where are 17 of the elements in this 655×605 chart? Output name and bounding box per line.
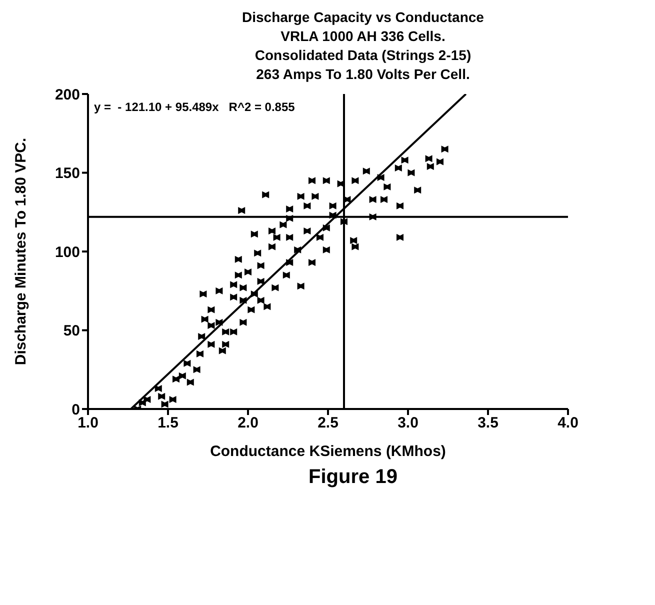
- y-tick-label: 50: [63, 322, 80, 340]
- x-axis-title: Conductance KSiemens (KMhos): [210, 443, 446, 460]
- chart-title: Discharge Capacity vs Conductance VRLA 1000 AH 336 Cells. Consolidated Data (Strings 2-15) 263 Amps To 1.80 Volts Per Cell.: [241, 8, 485, 84]
- y-tick-label: 150: [54, 165, 80, 182]
- x-tick-label: 3.0: [398, 414, 418, 432]
- x-tick-label: 2.0: [238, 414, 258, 432]
- y-axis-title: Discharge Minutes To 1.80 VPC.: [12, 138, 30, 366]
- x-tick-label: 1.5: [158, 414, 178, 432]
- x-tick-label: 2.5: [318, 414, 338, 432]
- y-tick-label: 0: [72, 401, 80, 418]
- annotation: y = - 121.10 + 95.489x R^2 = 0.855: [94, 100, 295, 114]
- y-tick-label: 100: [54, 244, 80, 261]
- y-tick-label: 200: [54, 86, 80, 104]
- x-tick-label: 1.0: [78, 414, 98, 432]
- x-tick-label: 4.0: [558, 414, 578, 432]
- x-tick-label: 3.5: [478, 414, 498, 432]
- caption: Figure 19: [308, 466, 398, 489]
